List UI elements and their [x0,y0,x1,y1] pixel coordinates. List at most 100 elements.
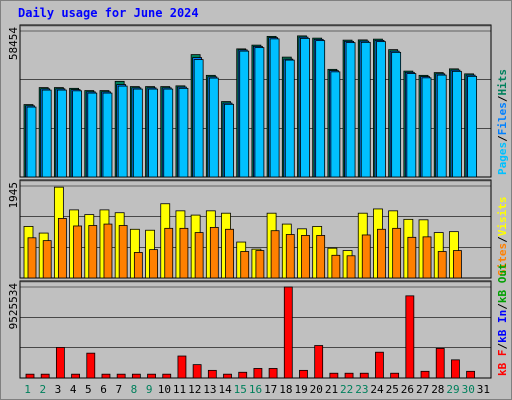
legend-3-item-4: kB Out [496,263,509,303]
bar-kbf-day-24 [375,351,384,379]
day-label-17: 17 [264,383,277,396]
day-label-4: 4 [70,383,77,396]
bar-kbf-day-17 [268,368,278,379]
day-label-25: 25 [386,383,399,396]
bar-sites-day-6 [103,223,113,279]
day-label-22: 22 [340,383,353,396]
bar-sites-day-5 [88,225,98,279]
day-label-8: 8 [131,383,138,396]
bar-kbf-day-16 [253,368,263,379]
bar-sites-day-9 [149,249,158,279]
bar-kbf-day-20 [314,345,324,379]
bar-pages-day-21 [330,71,341,178]
legend-1-item-1: / [496,135,509,142]
bar-sites-day-19 [301,235,310,279]
bar-sites-day-8 [133,252,143,279]
day-label-23: 23 [355,383,368,396]
bar-kbf-day-25 [390,372,400,379]
bar-kbf-day-23 [359,372,369,379]
bar-sites-day-11 [179,227,189,279]
bar-pages-day-3 [56,89,67,178]
bar-kbf-day-11 [177,355,187,379]
bar-sites-day-1 [27,237,37,279]
day-label-30: 30 [462,383,475,396]
bar-pages-day-17 [269,38,280,178]
day-label-9: 9 [146,383,153,396]
bar-pages-day-27 [421,77,432,178]
bar-pages-day-29 [452,70,462,178]
bar-sites-day-21 [331,254,341,279]
bar-pages-day-25 [391,51,402,178]
bar-kbf-day-6 [101,373,111,379]
day-label-24: 24 [370,383,384,396]
chart-title: Daily usage for June 2024 [18,6,199,20]
bar-pages-day-11 [178,87,189,178]
bar-sites-day-27 [422,236,432,279]
bar-sites-day-2 [42,240,52,279]
bar-kbf-day-19 [299,369,308,379]
bar-pages-day-19 [300,37,310,178]
day-label-21: 21 [325,383,338,396]
bar-sites-day-28 [437,251,447,279]
bar-pages-day-13 [208,77,219,178]
bar-kbf-day-9 [147,373,156,379]
bar-pages-day-22 [345,42,356,178]
bar-sites-day-29 [453,250,462,279]
bar-kbf-day-21 [329,372,339,379]
bar-sites-day-24 [377,228,386,279]
day-label-16: 16 [249,383,262,396]
bar-pages-day-26 [406,73,417,178]
bar-kbf-day-22 [344,372,354,379]
bar-sites-day-18 [285,234,295,279]
day-label-27: 27 [416,383,429,396]
day-label-14: 14 [218,383,232,396]
bar-pages-day-9 [148,88,158,178]
bar-pages-day-6 [102,92,113,178]
bar-kbf-day-10 [162,373,172,379]
bar-sites-day-17 [270,230,280,279]
bar-sites-day-26 [407,236,417,279]
bar-pages-day-7 [117,85,128,178]
bar-kbf-day-27 [420,370,430,379]
bar-pages-day-15 [239,50,250,178]
bar-sites-day-20 [316,235,326,279]
legend-3-item-3: / [496,303,509,310]
day-label-1: 1 [24,383,31,396]
bar-kbf-day-4 [71,373,80,379]
legend-2-item-1: / [496,236,509,243]
bar-sites-day-23 [361,234,371,279]
bar-pages-day-8 [132,88,143,178]
bar-pages-day-16 [254,47,265,178]
legend-3-item-0: kB F [496,350,509,377]
bar-pages-day-28 [436,74,447,178]
bar-sites-day-14 [225,228,234,279]
bar-pages-day-24 [376,41,386,178]
day-label-19: 19 [294,383,307,396]
day-label-18: 18 [279,383,292,396]
bar-pages-day-30 [467,75,478,178]
bar-kbf-day-18 [283,286,293,379]
bar-pages-day-1 [26,106,37,178]
bar-kbf-day-12 [192,364,202,379]
day-label-10: 10 [158,383,171,396]
bar-pages-day-2 [41,89,52,178]
ymax-label-2: 1945 [7,182,20,209]
bar-sites-day-13 [209,226,219,279]
bar-kbf-day-26 [405,295,415,379]
bar-sites-day-7 [118,225,128,279]
bar-kbf-day-3 [55,347,65,379]
day-label-12: 12 [188,383,201,396]
day-label-31: 31 [477,383,490,396]
day-label-15: 15 [234,383,247,396]
legend-1-item-3: / [496,95,509,102]
legend-3: kB F/kB In/kB Out [496,263,509,376]
bar-kbf-day-28 [435,347,445,379]
bar-pages-day-20 [315,40,326,178]
day-label-13: 13 [203,383,216,396]
bar-kbf-day-2 [40,373,50,379]
day-label-29: 29 [446,383,459,396]
legend-2-item-0: Sites [496,243,509,276]
legend-1-item-0: Pages [496,142,509,175]
bar-sites-day-12 [194,232,204,279]
